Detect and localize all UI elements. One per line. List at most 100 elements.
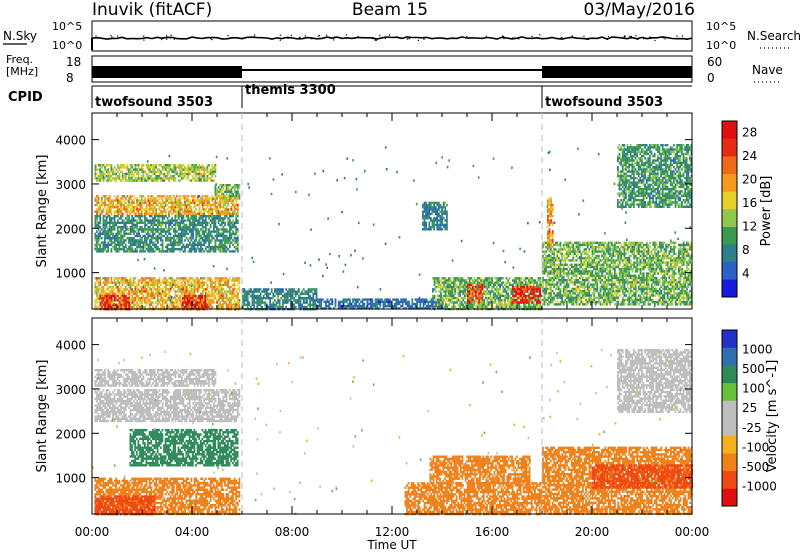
heatmap-cell (218, 230, 220, 232)
heatmap-cell (184, 204, 186, 206)
heatmap-cell (149, 226, 151, 228)
heatmap-cell (207, 215, 209, 217)
heatmap-cell (123, 206, 125, 208)
heatmap-cell (117, 204, 119, 206)
heatmap-cell (103, 224, 105, 226)
heatmap-cell (181, 248, 183, 250)
heatmap-cell (96, 286, 98, 288)
heatmap-cell (106, 210, 108, 212)
heatmap-cell (152, 250, 154, 252)
heatmap-cell (160, 195, 162, 197)
heatmap-cell (239, 186, 241, 188)
heatmap-cell (99, 226, 101, 228)
heatmap-cell (176, 244, 178, 246)
heatmap-cell (141, 248, 143, 250)
heatmap-cell (154, 199, 156, 201)
heatmap-cell (136, 239, 138, 241)
heatmap-cell (131, 299, 133, 301)
heatmap-cell (173, 202, 175, 204)
heatmap-cell (173, 177, 175, 179)
heatmap-cell (147, 244, 149, 246)
heatmap-cell (162, 217, 164, 219)
heatmap-cell (203, 213, 205, 215)
heatmap-cell (104, 224, 106, 226)
heatmap-cell (181, 202, 183, 204)
heatmap-cell (227, 219, 229, 221)
heatmap-cell (168, 248, 170, 250)
heatmap-cell (131, 215, 133, 217)
heatmap-cell (103, 195, 105, 197)
nsearch-point (376, 40, 377, 41)
heatmap-cell (208, 233, 210, 235)
heatmap-cell (136, 235, 138, 237)
heatmap-cell (210, 250, 212, 252)
cpid-strip: CPID twofsound 3503themis 3300twofsound … (8, 83, 692, 110)
heatmap-cell (229, 213, 231, 215)
heatmap-cell (163, 202, 165, 204)
heatmap-cell (160, 250, 162, 252)
heatmap-cell (168, 237, 170, 239)
heatmap-cell (130, 248, 132, 250)
heatmap-cell (120, 164, 122, 166)
heatmap-cell (107, 241, 109, 243)
heatmap-cell (133, 219, 135, 221)
heatmap-cell (237, 213, 239, 215)
heatmap-cell (175, 215, 177, 217)
heatmap-cell (127, 237, 129, 239)
heatmap-cell (160, 210, 162, 212)
heatmap-cell (135, 293, 137, 295)
heatmap-cell (223, 230, 225, 232)
heatmap-cell (109, 219, 111, 221)
heatmap-cell (154, 166, 156, 168)
heatmap-cell (207, 224, 209, 226)
heatmap-cell (215, 164, 217, 166)
heatmap-cell (231, 215, 233, 217)
heatmap-cell (96, 173, 98, 175)
heatmap-cell (136, 204, 138, 206)
heatmap-cell (223, 235, 225, 237)
heatmap-cell (189, 237, 191, 239)
heatmap-cell (117, 177, 119, 179)
heatmap-cell (160, 224, 162, 226)
heatmap-cell (226, 197, 228, 199)
heatmap-cell (138, 244, 140, 246)
heatmap-cell (128, 295, 130, 297)
heatmap-cell (133, 217, 135, 219)
heatmap-cell (160, 222, 162, 224)
heatmap-cell (179, 195, 181, 197)
heatmap-cell (237, 206, 239, 208)
heatmap-cell (149, 197, 151, 199)
heatmap-cell (96, 237, 98, 239)
heatmap-cell (234, 208, 236, 210)
heatmap-cell (226, 215, 228, 217)
heatmap-cell (186, 244, 188, 246)
heatmap-cell (229, 222, 231, 224)
heatmap-cell (96, 199, 98, 201)
nsearch-point (388, 37, 389, 38)
nave-label: Nave (752, 63, 783, 77)
heatmap-cell (162, 248, 164, 250)
heatmap-cell (152, 206, 154, 208)
heatmap-cell (109, 215, 111, 217)
heatmap-cell (106, 219, 108, 221)
heatmap-cell (227, 204, 229, 206)
heatmap-cell (216, 246, 218, 248)
heatmap-cell (165, 246, 167, 248)
heatmap-cell (202, 197, 204, 199)
heatmap-cell (235, 248, 237, 250)
figure-canvas: Inuvik (fitACF) Beam 15 03/May/2016 N.Sk… (0, 0, 800, 554)
heatmap-cell (107, 179, 109, 181)
heatmap-cell (127, 279, 129, 281)
heatmap-cell (231, 237, 233, 239)
heatmap-cell (160, 204, 162, 206)
heatmap-cell (138, 290, 140, 292)
heatmap-cell (218, 233, 220, 235)
heatmap-cell (143, 230, 145, 232)
heatmap-cell (165, 230, 167, 232)
heatmap-cell (136, 228, 138, 230)
heatmap-cell (219, 217, 221, 219)
nsearch-point (651, 38, 652, 39)
heatmap-cell (203, 210, 205, 212)
heatmap-cell (138, 179, 140, 181)
heatmap-cell (125, 177, 127, 179)
